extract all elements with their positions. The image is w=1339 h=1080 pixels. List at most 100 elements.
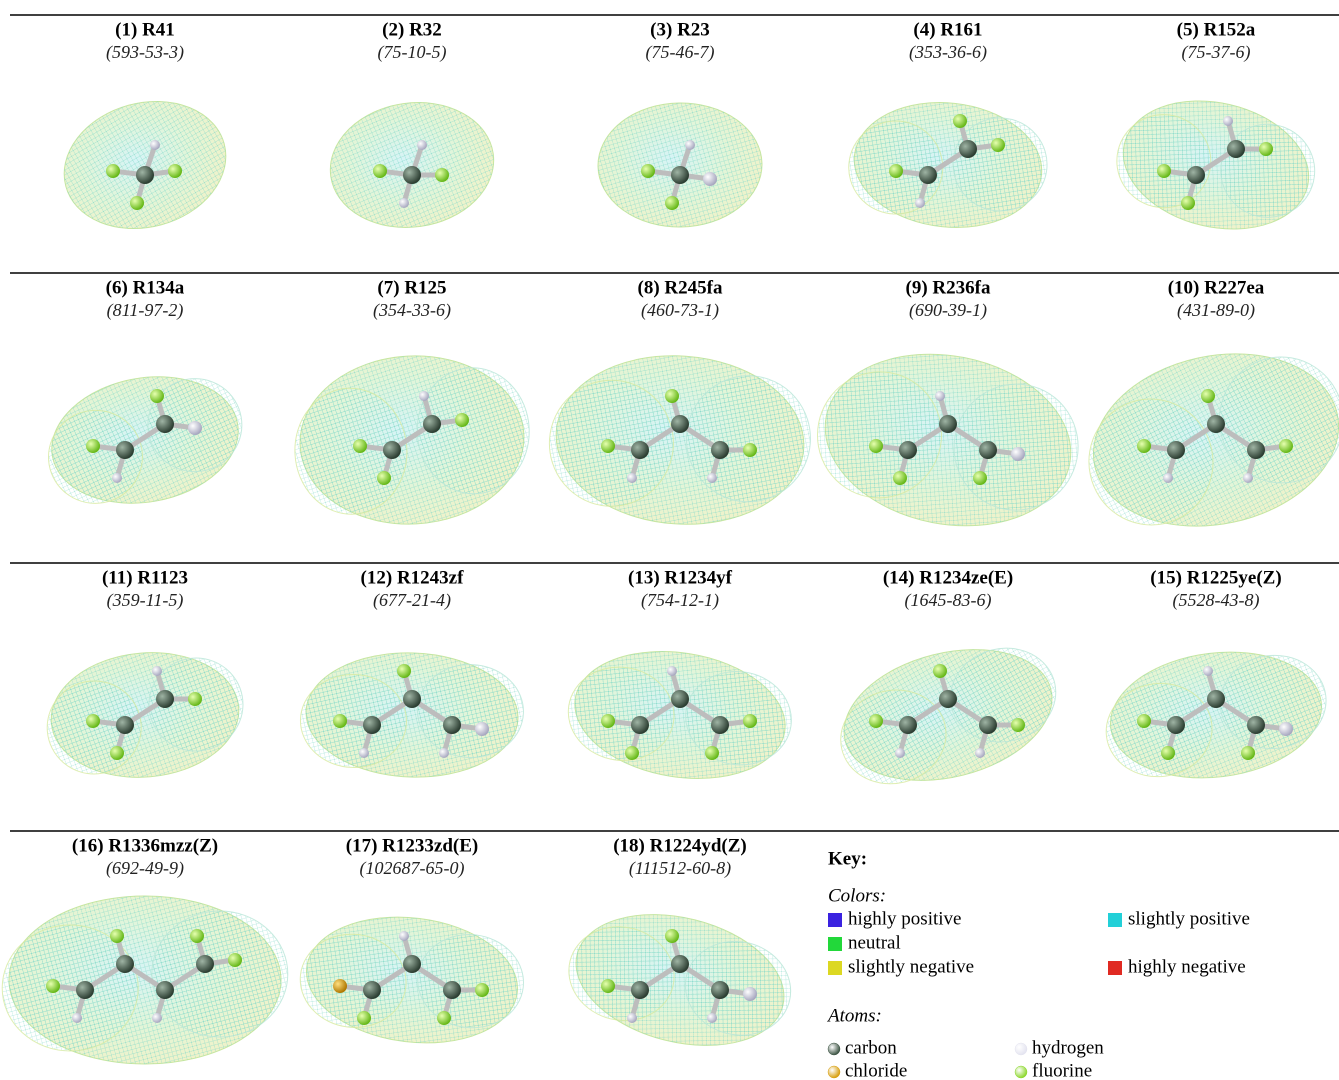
color-swatch bbox=[1108, 961, 1122, 975]
surface-lobe bbox=[568, 926, 675, 1022]
molecule-cas: (354-33-6) bbox=[373, 300, 451, 321]
molecule-label: (14) R1234ze(E) bbox=[883, 567, 1013, 588]
atom bbox=[116, 441, 134, 459]
atom bbox=[419, 391, 429, 401]
surface-lobe bbox=[567, 666, 675, 761]
surface bbox=[329, 102, 495, 228]
atom bbox=[423, 415, 441, 433]
atom bbox=[627, 473, 637, 483]
atom bbox=[1203, 666, 1213, 676]
atom bbox=[188, 692, 202, 706]
atom bbox=[893, 471, 907, 485]
atom bbox=[188, 421, 202, 435]
atom bbox=[1223, 116, 1233, 126]
surface bbox=[299, 916, 525, 1044]
atom bbox=[150, 389, 164, 403]
color-swatch bbox=[828, 961, 842, 975]
atom bbox=[1247, 441, 1265, 459]
molecule-cas: (460-73-1) bbox=[641, 300, 719, 321]
atom bbox=[869, 714, 883, 728]
atom bbox=[959, 140, 977, 158]
key-title: Key: bbox=[828, 848, 867, 869]
atom bbox=[665, 196, 679, 210]
atom bbox=[707, 473, 717, 483]
atom bbox=[417, 140, 427, 150]
atom bbox=[357, 1011, 371, 1025]
atom bbox=[1207, 415, 1225, 433]
atom bbox=[399, 931, 409, 941]
atom bbox=[601, 439, 615, 453]
color-swatch bbox=[828, 913, 842, 927]
atom-label: fluorine bbox=[1032, 1060, 1092, 1080]
atom bbox=[933, 664, 947, 678]
surface-lobe bbox=[685, 375, 811, 503]
atom bbox=[711, 716, 729, 734]
molecule-cas: (692-49-9) bbox=[106, 858, 184, 879]
atom bbox=[935, 391, 945, 401]
atom-label: chloride bbox=[845, 1060, 907, 1080]
atom bbox=[168, 164, 182, 178]
atom bbox=[156, 415, 174, 433]
atom bbox=[152, 666, 162, 676]
molecule-label: (5) R152a bbox=[1177, 19, 1256, 40]
atom bbox=[116, 955, 134, 973]
color-label: slightly positive bbox=[1128, 908, 1250, 929]
molecule-model bbox=[840, 647, 1057, 785]
atom bbox=[86, 714, 100, 728]
color-label: neutral bbox=[848, 932, 901, 953]
molecule-label: (16) R1336mzz(Z) bbox=[72, 835, 218, 856]
molecule-label: (13) R1234yf bbox=[628, 567, 733, 588]
atom bbox=[1163, 473, 1173, 483]
molecule-cas: (102687-65-0) bbox=[360, 858, 465, 879]
atom bbox=[86, 439, 100, 453]
molecule-label: (2) R32 bbox=[382, 19, 442, 40]
atom bbox=[667, 666, 677, 676]
molecule-model bbox=[1116, 100, 1316, 230]
atom bbox=[889, 164, 903, 178]
row-separators bbox=[10, 14, 1339, 832]
atom bbox=[397, 664, 411, 678]
molecule-model bbox=[329, 102, 495, 228]
atom bbox=[373, 164, 387, 178]
atom bbox=[72, 1013, 82, 1023]
atom bbox=[601, 979, 615, 993]
surface bbox=[567, 651, 792, 779]
atom bbox=[919, 166, 937, 184]
surface-lobe bbox=[151, 910, 289, 1038]
molecule-label: (9) R236fa bbox=[906, 277, 991, 298]
atom bbox=[953, 114, 967, 128]
atom bbox=[196, 955, 214, 973]
atom bbox=[671, 690, 689, 708]
molecule-model bbox=[299, 652, 524, 778]
atom bbox=[939, 690, 957, 708]
molecule-model bbox=[597, 102, 763, 228]
atom bbox=[403, 690, 421, 708]
color-swatch bbox=[1108, 913, 1122, 927]
molecule-model bbox=[294, 355, 530, 525]
surface bbox=[816, 353, 1079, 527]
molecule-model bbox=[1, 895, 289, 1065]
molecule-model bbox=[299, 916, 525, 1044]
surface-lobe bbox=[840, 689, 947, 785]
atom bbox=[152, 1013, 162, 1023]
molecule-cas: (593-53-3) bbox=[106, 42, 184, 63]
molecule-cas: (1645-83-6) bbox=[905, 590, 992, 611]
atom bbox=[76, 981, 94, 999]
molecule-label: (8) R245fa bbox=[638, 277, 723, 298]
atom bbox=[363, 981, 381, 999]
surface bbox=[1116, 100, 1316, 230]
atom bbox=[377, 471, 391, 485]
surface bbox=[1088, 353, 1339, 527]
surface-lobe bbox=[1088, 398, 1214, 526]
atom bbox=[631, 716, 649, 734]
atom bbox=[1243, 473, 1253, 483]
atom bbox=[1181, 196, 1195, 210]
molecule-label: (1) R41 bbox=[115, 19, 175, 40]
atom bbox=[869, 439, 883, 453]
surface-lobe bbox=[1116, 114, 1212, 209]
key-atoms-heading: Atoms: bbox=[826, 1005, 882, 1026]
molecule-model bbox=[63, 100, 227, 230]
surface bbox=[1, 895, 289, 1065]
molecule-model bbox=[816, 353, 1079, 527]
atom bbox=[1157, 164, 1171, 178]
